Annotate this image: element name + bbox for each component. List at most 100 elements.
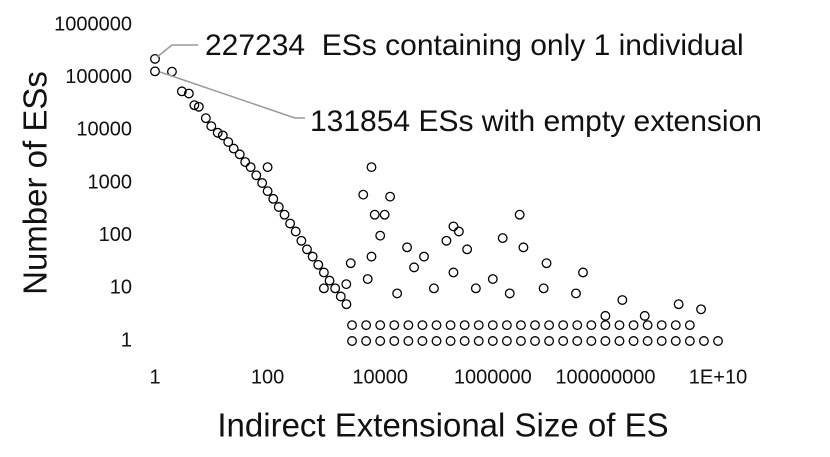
point [150, 66, 160, 77]
point [462, 244, 473, 255]
point [362, 274, 373, 285]
point [403, 320, 414, 331]
point [345, 258, 356, 269]
point [684, 320, 695, 331]
point [600, 320, 611, 331]
point [240, 157, 251, 167]
point [347, 336, 357, 346]
point [544, 336, 555, 346]
point [193, 101, 204, 112]
point [403, 336, 414, 346]
y-tick-label: 1000000 [54, 13, 132, 35]
point [487, 274, 498, 285]
point [459, 336, 470, 346]
x-tick-label: 100 [251, 366, 284, 388]
point [206, 121, 217, 132]
point [673, 299, 684, 310]
point [656, 320, 667, 331]
point [307, 251, 318, 262]
point [419, 251, 429, 262]
point [628, 336, 639, 346]
point [389, 336, 400, 346]
point [273, 202, 284, 212]
y-tick-label: 10 [110, 277, 132, 299]
point [223, 137, 234, 147]
point [262, 186, 273, 197]
point [670, 336, 681, 346]
point [375, 320, 386, 331]
point [428, 283, 439, 294]
leader-line [159, 71, 305, 119]
point [656, 336, 667, 346]
point [335, 291, 346, 302]
point [642, 336, 653, 346]
point [409, 262, 420, 273]
x-tick-label: 100000000 [555, 366, 655, 388]
point [628, 320, 639, 331]
point [217, 130, 228, 141]
point [459, 320, 470, 331]
point [361, 320, 372, 331]
point [150, 53, 160, 64]
point [516, 336, 526, 346]
point [296, 235, 307, 246]
point [497, 233, 508, 244]
point [586, 336, 597, 346]
annotation: 131854 ESs with empty extension [310, 105, 762, 138]
point [324, 275, 335, 286]
point [341, 299, 352, 310]
point [571, 288, 581, 299]
point [530, 336, 540, 346]
y-axis-title: Number of ESs [17, 71, 54, 295]
point [245, 162, 256, 173]
point [642, 320, 653, 331]
point [541, 258, 552, 269]
point [375, 336, 386, 346]
x-axis-title: Indirect Extensional Size of ES [217, 407, 668, 444]
point [614, 320, 625, 331]
point [698, 336, 709, 346]
point [200, 113, 211, 124]
y-tick-label: 1 [121, 329, 132, 351]
point [375, 230, 386, 241]
plot-area [150, 53, 723, 346]
point [684, 336, 695, 346]
point [431, 320, 442, 331]
y-tick-label: 100000 [65, 66, 132, 88]
leader-line [156, 44, 198, 58]
point [600, 310, 611, 321]
point [473, 320, 484, 331]
point [514, 209, 525, 220]
point [234, 149, 245, 160]
point [448, 267, 459, 278]
point [347, 320, 357, 331]
point [448, 221, 459, 232]
point [538, 283, 549, 294]
point [501, 320, 512, 331]
point [257, 178, 268, 188]
point [578, 267, 588, 278]
point [262, 162, 273, 173]
point [302, 244, 312, 255]
x-tick-label: 1E+10 [689, 366, 747, 388]
point [670, 320, 681, 331]
point [558, 320, 569, 331]
point [530, 320, 540, 331]
x-tick-label: 10000 [352, 366, 408, 388]
point [417, 336, 428, 346]
x-tick-label: 1 [149, 366, 160, 388]
point [313, 259, 324, 270]
point [487, 336, 498, 346]
point [544, 320, 555, 331]
point [445, 320, 456, 331]
point [572, 320, 583, 331]
point [586, 320, 597, 331]
point [290, 226, 301, 237]
point [518, 242, 529, 253]
point [330, 283, 341, 294]
point [639, 310, 650, 321]
point [617, 295, 628, 305]
annotation: 227234 ESs containing only 1 individual [205, 29, 744, 62]
point [366, 162, 377, 173]
